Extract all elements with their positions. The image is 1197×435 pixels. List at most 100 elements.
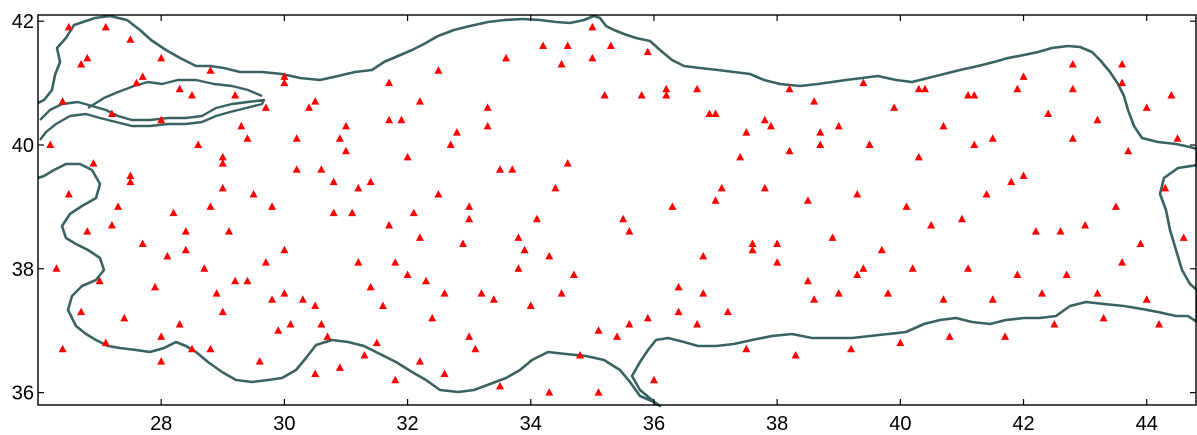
marmara-north-shore xyxy=(87,78,263,110)
station-marker xyxy=(1044,109,1053,118)
station-marker xyxy=(557,60,566,68)
station-marker xyxy=(1038,289,1047,297)
station-marker xyxy=(107,220,116,229)
station-marker xyxy=(58,97,67,105)
station-marker xyxy=(514,264,523,272)
ticks-layer: 28 30 32 34 36 38 40 42 44 36 38 40 42 xyxy=(12,11,1196,435)
station-marker xyxy=(1118,258,1127,266)
station-marker xyxy=(884,289,893,297)
station-marker xyxy=(465,332,474,340)
station-marker xyxy=(335,363,344,371)
station-marker xyxy=(742,344,751,353)
station-marker xyxy=(409,208,418,217)
station-marker xyxy=(964,264,973,272)
station-marker xyxy=(970,140,979,148)
station-marker xyxy=(77,60,86,68)
station-marker xyxy=(163,251,172,260)
station-marker xyxy=(637,90,646,99)
station-marker xyxy=(243,276,252,285)
station-marker xyxy=(810,295,819,303)
station-marker xyxy=(699,251,708,260)
x-tick-label: 36 xyxy=(643,413,665,435)
station-marker xyxy=(964,90,973,99)
station-marker xyxy=(551,183,560,192)
station-marker xyxy=(385,220,394,229)
station-marker xyxy=(52,264,61,272)
station-marker xyxy=(329,208,338,217)
station-marker xyxy=(927,220,936,229)
station-marker xyxy=(335,134,344,142)
station-marker xyxy=(495,165,504,173)
station-marker xyxy=(563,159,572,167)
station-marker xyxy=(64,22,73,31)
station-marker xyxy=(292,134,301,142)
station-marker xyxy=(341,121,350,130)
station-marker xyxy=(354,183,363,192)
station-marker xyxy=(1050,320,1059,328)
x-tick-label: 34 xyxy=(520,413,542,435)
station-marker xyxy=(699,289,708,297)
station-marker xyxy=(348,208,357,217)
station-marker xyxy=(58,344,67,353)
station-marker xyxy=(261,103,270,111)
station-marker xyxy=(791,350,800,359)
station-marker xyxy=(323,332,332,340)
station-marker xyxy=(1001,332,1010,340)
station-marker xyxy=(255,357,264,365)
station-marker xyxy=(157,115,166,124)
station-marker xyxy=(1013,84,1022,93)
station-marker xyxy=(206,66,215,74)
station-marker xyxy=(132,78,141,87)
x-tick-label: 40 xyxy=(889,413,911,435)
station-marker xyxy=(914,84,923,93)
station-marker xyxy=(231,276,240,285)
station-marker xyxy=(317,165,326,173)
station-marker xyxy=(588,53,597,62)
station-marker xyxy=(114,202,123,210)
station-marker xyxy=(151,282,160,291)
station-marker xyxy=(1068,60,1077,68)
station-marker xyxy=(748,245,757,254)
station-marker xyxy=(169,208,178,217)
station-marker xyxy=(514,233,523,241)
station-marker xyxy=(668,202,677,210)
station-marker xyxy=(803,276,812,285)
station-marker xyxy=(834,121,843,130)
station-marker xyxy=(120,313,129,322)
station-marker xyxy=(415,233,424,241)
stations-layer xyxy=(46,22,1188,396)
station-marker xyxy=(859,264,868,272)
station-marker xyxy=(545,388,554,396)
plot-frame xyxy=(37,14,1197,406)
station-marker xyxy=(175,320,184,328)
station-marker xyxy=(218,152,227,161)
station-marker xyxy=(1019,72,1028,80)
station-marker xyxy=(1013,270,1022,278)
station-marker xyxy=(1068,84,1077,93)
station-marker xyxy=(391,258,400,266)
station-marker xyxy=(970,90,979,99)
station-marker xyxy=(212,289,221,297)
station-marker xyxy=(138,239,147,248)
x-tick-label: 28 xyxy=(150,413,172,435)
station-marker xyxy=(181,227,190,235)
station-marker xyxy=(187,90,196,99)
station-marker xyxy=(311,369,320,378)
station-marker xyxy=(422,276,431,285)
station-marker xyxy=(1167,90,1176,99)
y-tick-label: 42 xyxy=(12,11,34,33)
station-marker xyxy=(268,295,277,303)
station-marker xyxy=(643,47,652,56)
station-marker xyxy=(126,171,135,179)
station-marker xyxy=(465,202,474,210)
station-marker xyxy=(64,190,73,198)
station-marker xyxy=(157,357,166,365)
station-marker xyxy=(372,338,381,347)
station-marker xyxy=(785,84,794,93)
station-marker xyxy=(1062,270,1071,278)
station-marker xyxy=(557,289,566,297)
station-marker xyxy=(305,103,314,111)
station-marker xyxy=(378,301,387,309)
station-marker xyxy=(847,344,856,353)
